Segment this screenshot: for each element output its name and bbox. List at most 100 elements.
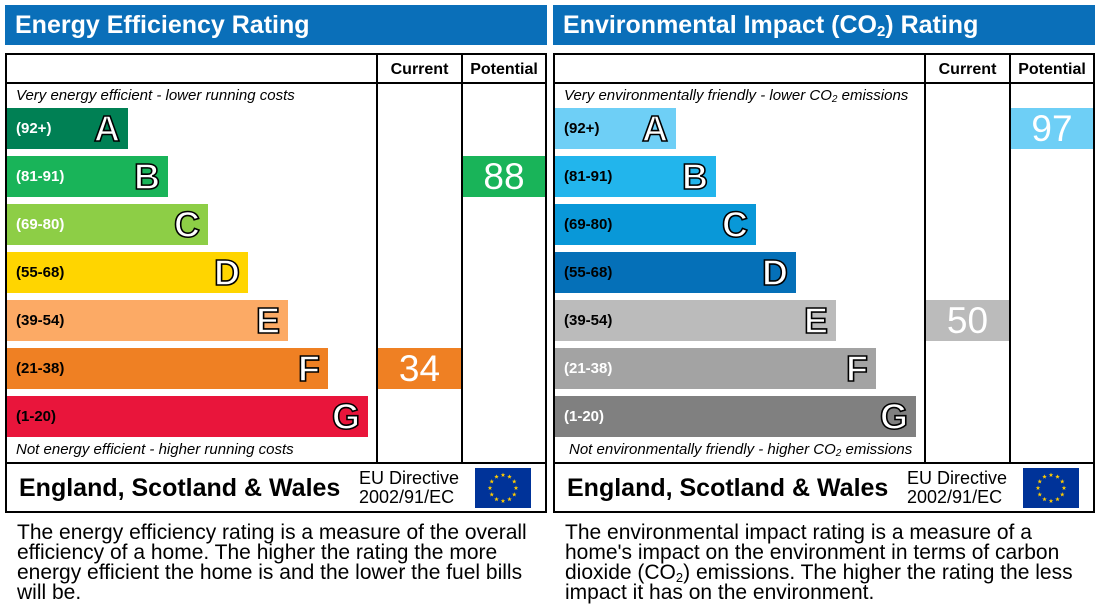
eu-flag-star	[1059, 492, 1065, 497]
bottom-note-subscript: 2	[835, 448, 842, 459]
eu-flag-star	[507, 496, 512, 502]
band-letter: F	[845, 347, 869, 390]
eu-directive-line2: 2002/91/EC	[359, 487, 455, 507]
eu-directive: EU Directive 2002/91/EC	[907, 469, 1007, 507]
eu-flag-star	[1042, 496, 1047, 502]
eu-flag-star	[1048, 472, 1054, 477]
band-letter: C	[173, 203, 201, 246]
column-divider	[924, 55, 926, 464]
bottom-note: Not energy efficient - higher running co…	[16, 441, 294, 458]
band-range-label: (55-68)	[16, 264, 65, 281]
band-c: (69-80) C	[555, 203, 756, 246]
eu-flag-star	[500, 498, 506, 503]
band-letter: D	[761, 251, 789, 294]
eu-flag-star	[1048, 498, 1054, 503]
band-a: (92+) A	[555, 107, 676, 150]
eu-flag-icon	[475, 468, 531, 508]
band-range-label: (55-68)	[564, 264, 613, 281]
band-f: (21-38) F	[7, 347, 328, 390]
potential-column-header: Potential	[470, 61, 538, 78]
band-range-label: (39-54)	[564, 312, 613, 329]
band-letter: G	[331, 395, 361, 438]
eu-flag-star	[513, 485, 519, 490]
band-c: (69-80) C	[7, 203, 208, 246]
rating-chart: Current Potential Very environmentally f…	[553, 53, 1095, 513]
title-text-end: ) Rating	[885, 11, 979, 39]
top-note: Very environmentally friendly - lower CO…	[564, 87, 909, 105]
current-rating: 50	[926, 300, 1009, 341]
eu-flag-star	[487, 485, 493, 490]
band-letter: F	[297, 347, 321, 390]
footer-divider	[7, 462, 545, 464]
top-note-text: Very environmentally friendly - lower CO	[564, 87, 832, 104]
eu-flag-star	[500, 472, 506, 477]
current-rating: 34	[378, 348, 461, 389]
band-range-label: (69-80)	[564, 216, 613, 233]
eu-flag-star	[507, 474, 512, 479]
band-a: (92+) A	[7, 107, 128, 150]
band-range-label: (92+)	[564, 120, 600, 137]
band-b: (81-91) B	[7, 155, 168, 198]
column-divider	[1009, 55, 1011, 464]
band-d: (55-68) D	[555, 251, 796, 294]
eu-directive: EU Directive 2002/91/EC	[359, 469, 459, 507]
band-letter: A	[93, 107, 121, 150]
description-subscript: 2	[675, 570, 684, 585]
eu-flag-star	[1061, 485, 1067, 490]
band-letter: B	[681, 155, 709, 198]
eu-flag-star	[494, 474, 499, 479]
band-g: (1-20) G	[7, 395, 368, 438]
band-letter: C	[721, 203, 749, 246]
title-text: Environmental Impact (CO	[563, 11, 877, 39]
panel-title: Energy Efficiency Rating	[5, 5, 547, 45]
potential-rating: 88	[463, 156, 545, 197]
band-range-label: (1-20)	[564, 408, 605, 425]
top-note: Very energy efficient - lower running co…	[16, 87, 295, 104]
eu-flag-star	[511, 492, 517, 497]
eu-flag-star	[1037, 479, 1043, 484]
top-note-text-end: emissions	[837, 87, 909, 104]
band-e: (39-54) E	[555, 299, 836, 342]
band-e: (39-54) E	[7, 299, 288, 342]
potential-column-header: Potential	[1018, 61, 1086, 78]
description: The environmental impact rating is a mea…	[565, 521, 1095, 604]
panel-title: Environmental Impact (CO2) Rating	[553, 5, 1095, 45]
footer-divider	[555, 462, 1093, 464]
rating-chart: Current Potential Very energy efficient …	[5, 53, 547, 513]
eu-flag-icon	[1023, 468, 1079, 508]
footer-country: England, Scotland & Wales	[567, 474, 889, 502]
eu-flag-star	[1055, 496, 1060, 502]
bottom-note: Not environmentally friendly - higher CO…	[569, 441, 913, 459]
eu-flag-star	[1035, 485, 1041, 490]
band-range-label: (21-38)	[564, 360, 613, 377]
bottom-note-text: Not environmentally friendly - higher CO	[569, 441, 836, 458]
eu-directive-line2: 2002/91/EC	[907, 487, 1003, 507]
current-column-header: Current	[938, 61, 997, 78]
eu-flag-star	[489, 479, 495, 484]
eu-flag-star	[1042, 474, 1047, 479]
band-letter: E	[255, 299, 281, 342]
band-range-label: (81-91)	[564, 168, 613, 185]
band-d: (55-68) D	[7, 251, 248, 294]
title-subscript: 2	[876, 23, 886, 40]
description: The energy efficiency rating is a measur…	[17, 521, 527, 604]
band-g: (1-20) G	[555, 395, 916, 438]
environmental-impact-panel: Environmental Impact (CO2) Rating Curren…	[553, 0, 1095, 613]
top-note-subscript: 2	[831, 94, 838, 105]
band-letter: A	[641, 107, 669, 150]
eu-flag-star	[489, 492, 495, 497]
band-range-label: (69-80)	[16, 216, 65, 233]
eu-flag-star	[494, 496, 499, 502]
current-column-header: Current	[390, 61, 449, 78]
header-divider	[7, 82, 545, 84]
header-divider	[555, 82, 1093, 84]
band-letter: B	[133, 155, 161, 198]
band-range-label: (81-91)	[16, 168, 65, 185]
description-text-end: ) emissions. The higher the rating the l…	[565, 561, 1073, 604]
bottom-note-text-end: emissions	[841, 441, 913, 458]
description-text: The environmental impact rating is a mea…	[565, 521, 1060, 584]
eu-flag-star	[1059, 479, 1065, 484]
column-divider	[461, 55, 463, 464]
band-range-label: (92+)	[16, 120, 52, 137]
band-f: (21-38) F	[555, 347, 876, 390]
